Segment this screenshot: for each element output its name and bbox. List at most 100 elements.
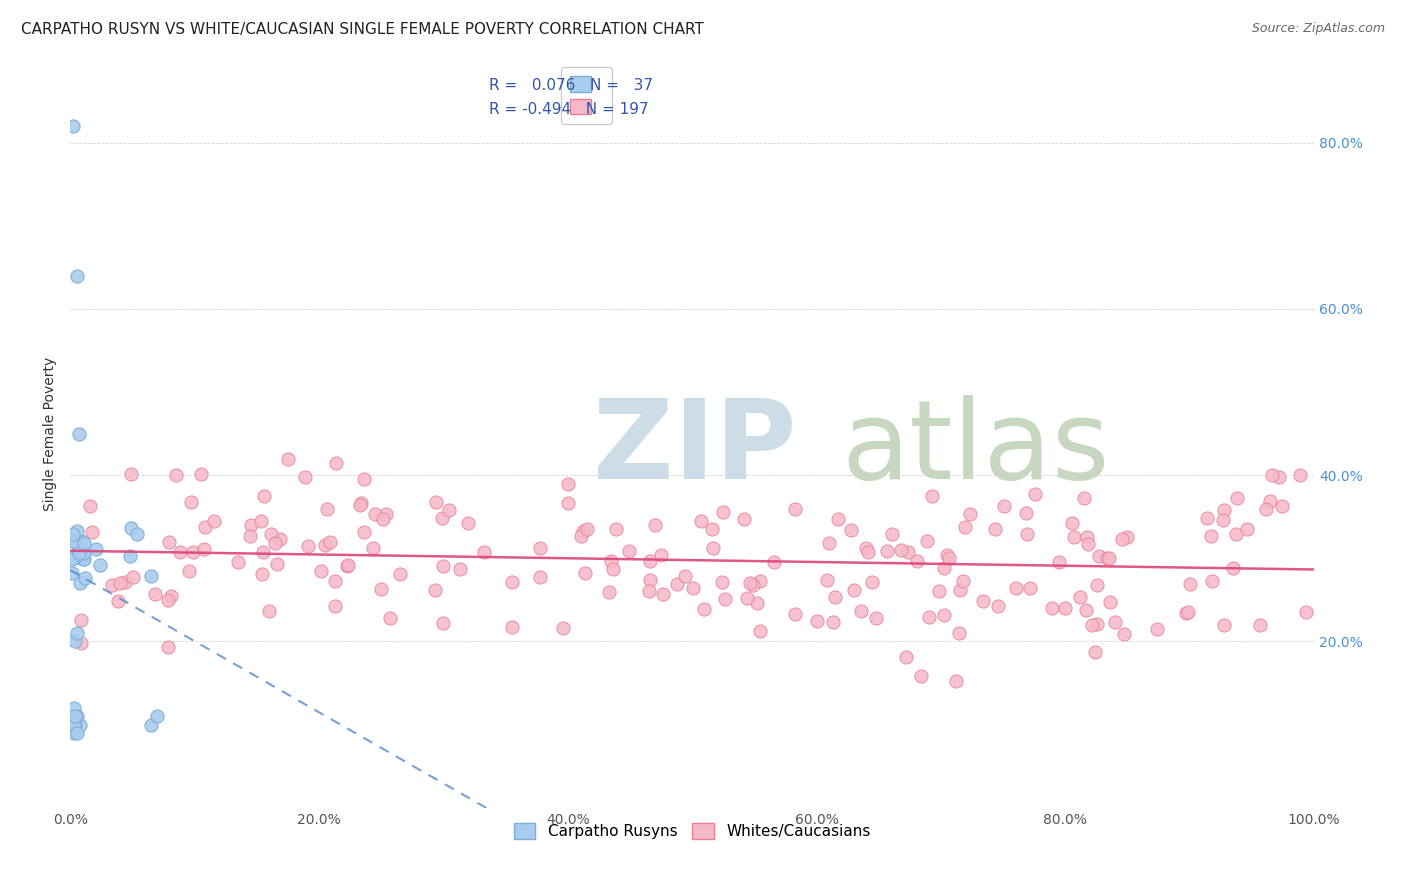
- Point: [439, 503, 461, 517]
- Point: [1212, 618, 1234, 632]
- Point: [1024, 487, 1046, 501]
- Point: [73, 571, 96, 585]
- Point: [353, 525, 375, 540]
- Point: [905, 554, 928, 568]
- Text: CARPATHO RUSYN VS WHITE/CAUCASIAN SINGLE FEMALE POVERTY CORRELATION CHART: CARPATHO RUSYN VS WHITE/CAUCASIAN SINGLE…: [21, 22, 704, 37]
- Point: [252, 566, 274, 581]
- Point: [107, 593, 129, 607]
- Point: [66, 540, 89, 554]
- Point: [1256, 502, 1278, 516]
- Point: [110, 576, 132, 591]
- Point: [363, 507, 385, 521]
- Point: [1085, 616, 1108, 631]
- Point: [311, 564, 333, 578]
- Point: [827, 512, 849, 526]
- Point: [239, 529, 262, 543]
- Point: [921, 489, 943, 503]
- Point: [785, 607, 807, 621]
- Point: [65, 626, 87, 640]
- Point: [371, 512, 394, 526]
- Point: [100, 578, 122, 592]
- Point: [388, 566, 411, 581]
- Point: [673, 568, 696, 582]
- Point: [114, 574, 136, 589]
- Point: [984, 522, 1007, 536]
- Point: [120, 467, 142, 481]
- Point: [472, 545, 495, 559]
- Point: [325, 456, 347, 470]
- Point: [1236, 522, 1258, 536]
- Point: [1212, 513, 1234, 527]
- Legend: Carpatho Rusyns, Whites/Caucasians: Carpatho Rusyns, Whites/Caucasians: [508, 817, 876, 845]
- Point: [748, 574, 770, 588]
- Point: [1087, 549, 1109, 564]
- Point: [1019, 581, 1042, 595]
- Point: [918, 610, 941, 624]
- Point: [1040, 600, 1063, 615]
- Text: atlas: atlas: [841, 395, 1109, 502]
- Point: [62, 527, 84, 541]
- Point: [1258, 494, 1281, 508]
- Point: [572, 524, 595, 539]
- Point: [181, 545, 204, 559]
- Point: [260, 527, 283, 541]
- Point: [79, 499, 101, 513]
- Point: [169, 545, 191, 559]
- Point: [259, 604, 281, 618]
- Point: [1081, 617, 1104, 632]
- Point: [711, 574, 734, 589]
- Point: [1199, 529, 1222, 543]
- Point: [432, 616, 454, 631]
- Point: [63, 535, 86, 549]
- Point: [432, 559, 454, 574]
- Point: [294, 470, 316, 484]
- Point: [84, 541, 107, 556]
- Point: [66, 524, 89, 538]
- Point: [1104, 615, 1126, 629]
- Point: [952, 574, 974, 589]
- Point: [910, 669, 932, 683]
- Point: [336, 559, 359, 574]
- Point: [928, 584, 950, 599]
- Point: [1098, 550, 1121, 565]
- Point: [742, 578, 765, 592]
- Point: [319, 535, 342, 549]
- Point: [127, 527, 149, 541]
- Point: [598, 585, 620, 599]
- Point: [1073, 491, 1095, 505]
- Point: [602, 562, 624, 576]
- Point: [993, 499, 1015, 513]
- Point: [264, 536, 287, 550]
- Point: [60, 552, 83, 566]
- Point: [70, 635, 93, 649]
- Point: [120, 549, 142, 563]
- Point: [1146, 622, 1168, 636]
- Point: [65, 726, 87, 740]
- Point: [226, 555, 249, 569]
- Point: [323, 599, 346, 613]
- Point: [619, 544, 641, 558]
- Point: [277, 451, 299, 466]
- Text: Source: ZipAtlas.com: Source: ZipAtlas.com: [1251, 22, 1385, 36]
- Point: [70, 534, 93, 549]
- Point: [638, 573, 661, 587]
- Point: [935, 548, 957, 562]
- Point: [690, 514, 713, 528]
- Point: [1175, 606, 1198, 620]
- Point: [157, 593, 180, 607]
- Point: [894, 649, 917, 664]
- Point: [652, 587, 675, 601]
- Point: [63, 551, 86, 566]
- Point: [253, 490, 276, 504]
- Point: [818, 536, 841, 550]
- Point: [839, 523, 862, 537]
- Point: [1015, 506, 1038, 520]
- Point: [557, 495, 579, 509]
- Point: [876, 544, 898, 558]
- Point: [785, 501, 807, 516]
- Point: [650, 548, 672, 562]
- Point: [738, 575, 761, 590]
- Point: [314, 538, 336, 552]
- Point: [1085, 578, 1108, 592]
- Point: [250, 514, 273, 528]
